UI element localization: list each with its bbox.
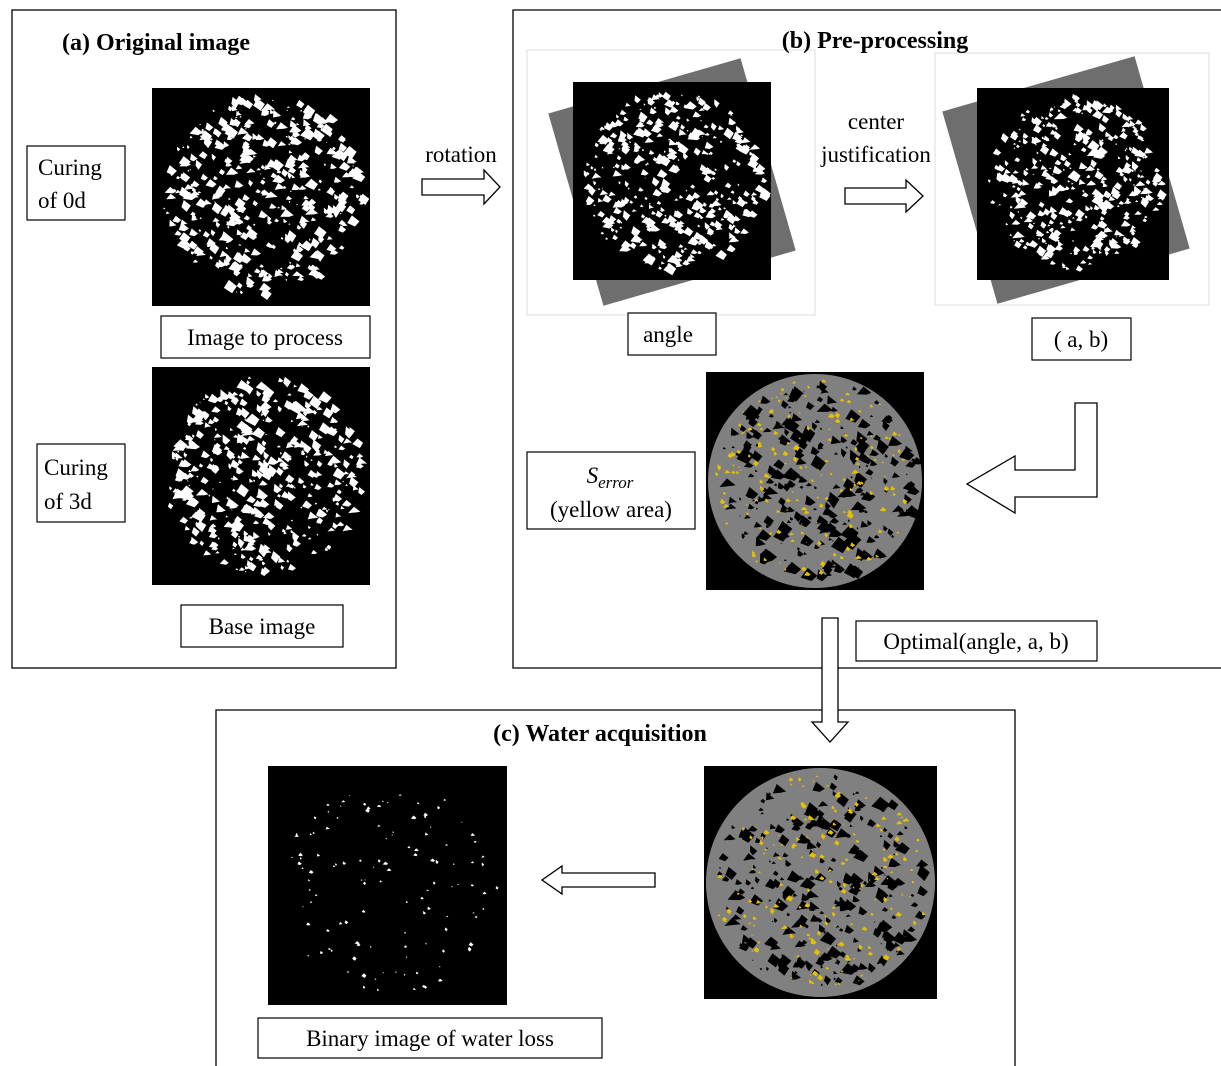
panel-title: (b) Pre-processing xyxy=(782,28,968,54)
arrow xyxy=(812,618,848,742)
panel-title: (c) Water acquisition xyxy=(493,721,707,747)
label: Base image xyxy=(209,614,316,639)
diagram: (a) Original image (b) Pre-processing (c… xyxy=(0,0,1221,1066)
label: ( a, b) xyxy=(1054,327,1108,352)
subscript: error xyxy=(598,473,634,492)
arrow xyxy=(845,180,923,212)
arrow-label: justification xyxy=(820,142,931,167)
label: Optimal(angle, a, b) xyxy=(883,629,1068,654)
label: of 0d xyxy=(38,188,86,213)
label: Curing xyxy=(38,155,102,180)
arrow xyxy=(542,866,655,894)
arrow-label: center xyxy=(848,109,905,134)
label: (yellow area) xyxy=(550,497,672,522)
arrow-label: rotation xyxy=(425,142,497,167)
image-disc xyxy=(708,374,922,588)
arrow xyxy=(967,403,1097,513)
symbol: S xyxy=(587,463,599,488)
label: Curing xyxy=(44,455,108,480)
panel-title: (a) Original image xyxy=(62,30,250,56)
label: Image to process xyxy=(187,325,343,350)
label: Binary image of water loss xyxy=(306,1026,554,1051)
label: of 3d xyxy=(44,489,92,514)
arrow xyxy=(422,170,500,204)
label: angle xyxy=(643,322,693,347)
